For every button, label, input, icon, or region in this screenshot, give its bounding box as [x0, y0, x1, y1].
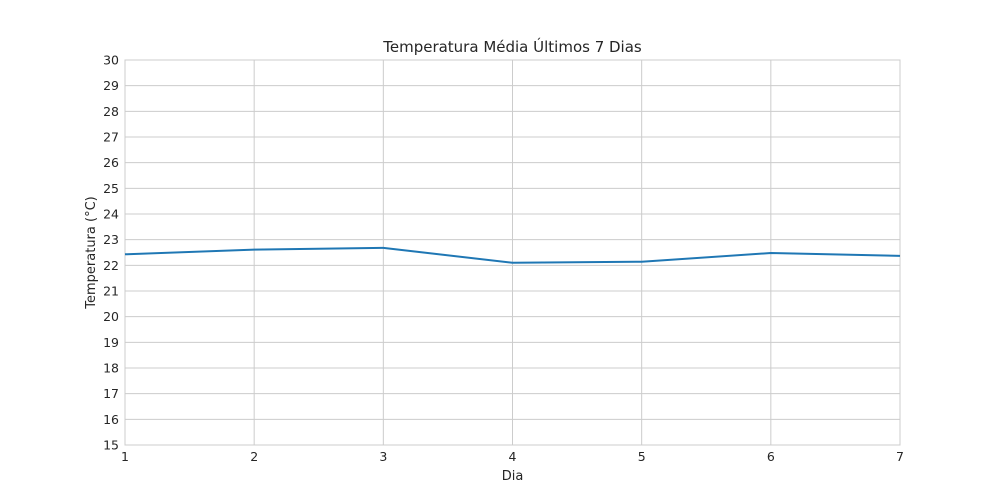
y-axis-label: Temperatura (°C) — [84, 196, 99, 309]
y-tick-label: 24 — [103, 207, 119, 222]
x-tick-label: 5 — [638, 449, 646, 464]
x-tick-label: 1 — [121, 449, 129, 464]
x-tick-label: 6 — [767, 449, 775, 464]
x-tick-label: 3 — [379, 449, 387, 464]
x-tick-label: 7 — [896, 449, 904, 464]
y-tick-label: 23 — [103, 232, 119, 247]
y-tick-label: 17 — [103, 386, 119, 401]
y-tick-label: 20 — [103, 309, 119, 324]
plot-frame — [124, 59, 901, 446]
y-tick-label: 29 — [103, 78, 119, 93]
y-tick-label: 27 — [103, 130, 119, 145]
y-tick-label: 30 — [103, 53, 119, 68]
series-line — [124, 246, 901, 264]
y-tick-labels: 15 16 17 18 19 20 21 22 23 24 25 26 27 28 29 30 — [103, 53, 119, 453]
y-tick-label: 18 — [103, 361, 119, 376]
y-tick-label: 16 — [103, 412, 119, 427]
y-tick-label: 22 — [103, 258, 119, 273]
y-tick-label: 15 — [103, 438, 119, 453]
y-tick-label: 21 — [103, 284, 119, 299]
x-tick-labels: 1 2 3 4 5 6 7 — [121, 449, 904, 464]
y-tick-label: 25 — [103, 181, 119, 196]
chart-title: Temperatura Média Últimos 7 Dias — [382, 37, 642, 56]
y-tick-label: 28 — [103, 104, 119, 119]
y-tick-label: 26 — [103, 155, 119, 170]
x-tick-label: 4 — [509, 449, 517, 464]
y-tick-label: 19 — [103, 335, 119, 350]
x-axis-label: Dia — [502, 469, 524, 484]
x-tick-label: 2 — [250, 449, 258, 464]
series-layer — [124, 246, 901, 264]
